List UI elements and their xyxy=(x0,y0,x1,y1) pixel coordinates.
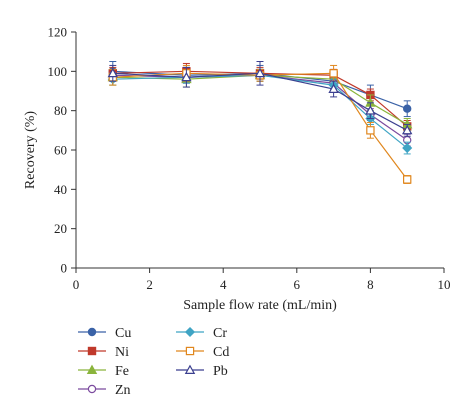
legend-item-zn: Zn xyxy=(78,383,131,398)
y-tick-label: 60 xyxy=(54,143,67,158)
legend-label-cu: Cu xyxy=(115,326,131,341)
data-point-cu xyxy=(403,104,412,113)
x-ticks: 0 2 4 6 8 10 xyxy=(73,268,451,292)
y-tick-label: 20 xyxy=(54,221,67,236)
data-point-cr xyxy=(402,142,413,154)
y-tick-label: 80 xyxy=(54,103,67,118)
legend-label-cr: Cr xyxy=(213,326,227,341)
data-point-pb xyxy=(401,124,413,135)
legend-label-zn: Zn xyxy=(115,383,131,398)
data-point-cd xyxy=(403,175,412,184)
data-point-pb xyxy=(254,67,266,78)
legend-marker-cr xyxy=(184,326,196,338)
legend-marker-cd xyxy=(185,346,195,356)
y-tick-label: 120 xyxy=(48,25,68,40)
data-point-cd xyxy=(329,69,338,78)
data-point-pb xyxy=(365,105,376,115)
series-pb xyxy=(107,61,413,137)
plot-area xyxy=(107,61,413,184)
legend-label-pb: Pb xyxy=(213,364,228,379)
data-point-pb xyxy=(181,71,192,82)
y-tick-label: 100 xyxy=(48,64,68,79)
legend-label-ni: Ni xyxy=(115,345,129,360)
legend-marker-fe xyxy=(86,364,98,374)
y-tick-label: 0 xyxy=(61,261,68,276)
legend-marker-ni xyxy=(87,346,97,356)
x-tick-label: 2 xyxy=(146,277,153,292)
legend-item-cd: Cd xyxy=(176,345,229,360)
x-tick-label: 0 xyxy=(73,277,80,292)
legend-item-fe: Fe xyxy=(78,364,129,379)
data-point-pb xyxy=(328,83,339,93)
legend-item-pb: Pb xyxy=(176,364,228,379)
x-tick-label: 6 xyxy=(294,277,301,292)
x-tick-label: 4 xyxy=(220,277,227,292)
y-tick-label: 40 xyxy=(54,182,67,197)
data-point-cd xyxy=(366,126,375,135)
legend-item-cr: Cr xyxy=(176,326,227,341)
x-tick-label: 8 xyxy=(367,277,374,292)
legend-marker-cu xyxy=(87,327,97,337)
series-line-pb xyxy=(112,72,408,131)
series-line-cd xyxy=(112,72,408,180)
legend-marker-pb xyxy=(184,364,196,374)
x-tick-label: 10 xyxy=(438,277,451,292)
legend-marker-zn xyxy=(87,384,97,394)
legend-label-fe: Fe xyxy=(115,364,129,379)
data-point-pb xyxy=(107,67,119,78)
legend-label-cd: Cd xyxy=(213,345,229,360)
y-axis-title: Recovery (%) xyxy=(23,111,38,189)
series-line-fe xyxy=(112,74,408,125)
y-ticks: 0 20 40 60 80 100 120 xyxy=(48,25,76,276)
legend: Cu Ni Fe Zn Cr Cd Pb xyxy=(78,326,229,398)
legend-item-ni: Ni xyxy=(78,345,129,360)
series-line-cr xyxy=(112,74,408,149)
legend-item-cu: Cu xyxy=(78,326,131,341)
x-axis-title: Sample flow rate (mL/min) xyxy=(183,298,337,313)
